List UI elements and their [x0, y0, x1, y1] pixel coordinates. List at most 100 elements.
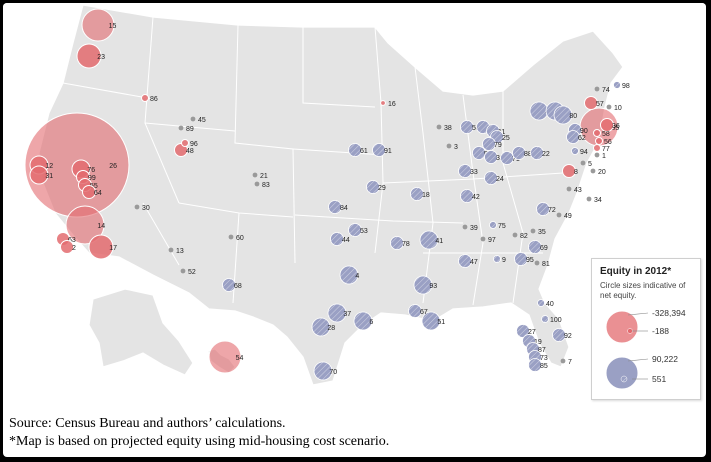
marker-15	[81, 8, 115, 42]
marker-83	[254, 181, 260, 187]
marker-hatch-22	[530, 146, 544, 160]
marker-label-73: 73	[540, 355, 548, 362]
marker-38	[436, 124, 442, 130]
marker-label-39: 39	[470, 225, 478, 232]
marker-hatch-80	[554, 106, 572, 124]
marker-label-97: 97	[488, 237, 496, 244]
marker-hatch-24	[484, 171, 498, 185]
marker-label-62: 62	[578, 135, 586, 142]
marker-label-36: 36	[612, 123, 620, 130]
marker-label-1: 1	[602, 153, 606, 160]
marker-64	[82, 185, 96, 199]
marker-label-40: 40	[546, 301, 554, 308]
marker-label-84: 84	[340, 205, 348, 212]
marker-hatch-27	[516, 324, 530, 338]
marker-label-26: 26	[109, 163, 117, 170]
marker-14	[65, 205, 105, 245]
marker-hatch-29	[366, 180, 380, 194]
marker-label-52: 52	[188, 269, 196, 276]
marker-hatch-58	[460, 120, 474, 134]
marker-hatch-51	[422, 312, 440, 330]
state-borders	[62, 16, 564, 306]
equity-markers: 2614651554231776123141493372865170465080…	[24, 8, 630, 381]
marker-label-9: 9	[502, 257, 506, 264]
marker-34	[586, 196, 592, 202]
marker-81	[534, 260, 540, 266]
marker-label-68: 68	[234, 283, 242, 290]
marker-label-18: 18	[422, 192, 430, 199]
marker-36	[600, 118, 614, 132]
figure-frame: 2614651554231776123141493372865170465080…	[3, 3, 706, 457]
marker-label-44: 44	[342, 237, 350, 244]
marker-label-53: 53	[360, 228, 368, 235]
land-contiguous-us	[38, 4, 624, 386]
marker-hatch-44	[330, 232, 344, 246]
marker-label-56: 56	[604, 139, 612, 146]
marker-45	[190, 116, 196, 122]
marker-label-74: 74	[602, 87, 610, 94]
legend-symbols	[605, 310, 649, 390]
marker-hatch-6	[354, 312, 372, 330]
marker-label-31: 31	[45, 173, 53, 180]
marker-label-48: 48	[186, 148, 194, 155]
marker-label-63: 63	[68, 237, 76, 244]
marker-label-2: 2	[72, 245, 76, 252]
marker-3	[446, 143, 452, 149]
marker-label-70: 70	[329, 369, 337, 376]
marker-label-34: 34	[594, 197, 602, 204]
marker-58b	[593, 129, 601, 137]
marker-label-43: 43	[574, 187, 582, 194]
marker-hatch-88	[512, 146, 526, 160]
marker-39	[462, 224, 468, 230]
map-canvas: 2614651554231776123141493372865170465080…	[24, 4, 630, 386]
marker-label-32: 32	[496, 155, 504, 162]
marker-77	[593, 144, 601, 152]
legend-negative-large	[605, 310, 639, 344]
marker-label-25: 25	[502, 135, 510, 142]
marker-hatch-18	[410, 187, 424, 201]
marker-hatch-71	[500, 151, 514, 165]
marker-label-69: 69	[540, 245, 548, 252]
marker-label-57: 57	[596, 101, 604, 108]
legend-negative-max: -328,394	[652, 308, 686, 318]
marker-label-64: 64	[94, 190, 102, 197]
marker-52	[180, 268, 186, 274]
marker-hatch-92	[552, 328, 566, 342]
land-alaska	[88, 288, 194, 376]
legend-subtitle: Circle sizes indicative of net equity.	[600, 281, 686, 300]
legend-positive-small	[620, 375, 628, 383]
marker-label-29: 29	[378, 185, 386, 192]
marker-5	[580, 160, 586, 166]
marker-label-93: 93	[429, 283, 437, 290]
marker-16	[380, 100, 386, 106]
marker-label-67: 67	[420, 309, 428, 316]
marker-label-98: 98	[622, 83, 630, 90]
marker-hatch-75	[489, 221, 497, 229]
marker-17	[88, 234, 114, 260]
marker-hatch-32	[484, 150, 498, 164]
marker-hatch-42	[460, 189, 474, 203]
marker-hatch-72	[536, 202, 550, 216]
marker-label-58b: 58	[602, 131, 610, 138]
legend-box: Equity in 2012* Circle sizes indicative …	[591, 258, 701, 400]
marker-label-72: 72	[548, 207, 556, 214]
marker-hatch-68	[222, 278, 236, 292]
marker-hatch-95	[514, 252, 528, 266]
marker-label-94: 94	[580, 149, 588, 156]
marker-label-30: 30	[142, 205, 150, 212]
marker-74	[594, 86, 600, 92]
marker-hatch-28	[312, 318, 330, 336]
legend-negative-small	[627, 328, 633, 334]
marker-label-14: 14	[97, 223, 105, 230]
marker-86	[141, 94, 149, 102]
marker-hatch-37	[328, 304, 346, 322]
marker-label-91: 91	[384, 148, 392, 155]
caption-source: Source: Census Bureau and authors’ calcu…	[9, 416, 286, 431]
legend-positive-max: 90,222	[652, 354, 678, 364]
marker-label-78: 78	[402, 241, 410, 248]
marker-hatch-78	[390, 236, 404, 250]
marker-label-13: 13	[176, 248, 184, 255]
marker-label-88: 88	[524, 151, 532, 158]
marker-label-82: 82	[520, 233, 528, 240]
marker-hatch-62	[566, 130, 580, 144]
